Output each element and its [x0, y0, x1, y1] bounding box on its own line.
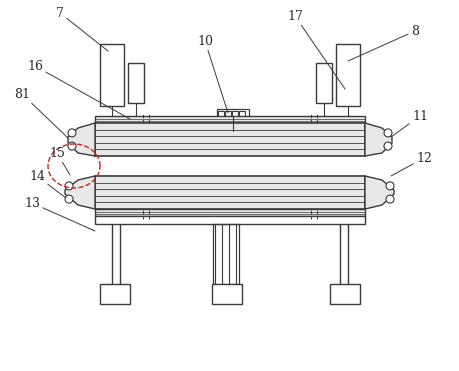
- Text: 10: 10: [196, 35, 228, 113]
- Bar: [335, 44, 359, 106]
- Bar: [315, 63, 331, 103]
- Circle shape: [385, 195, 393, 203]
- Bar: [100, 284, 130, 304]
- Bar: [95, 209, 364, 216]
- Text: 7: 7: [56, 7, 108, 51]
- Circle shape: [385, 182, 393, 190]
- Bar: [231, 111, 237, 129]
- Bar: [218, 111, 224, 129]
- Polygon shape: [68, 123, 95, 156]
- Text: 16: 16: [27, 59, 130, 119]
- Bar: [100, 44, 124, 106]
- Polygon shape: [364, 176, 393, 209]
- Circle shape: [383, 129, 391, 137]
- Bar: [95, 176, 364, 209]
- Bar: [128, 63, 144, 103]
- Text: 8: 8: [347, 24, 418, 61]
- Bar: [239, 111, 245, 129]
- Circle shape: [383, 142, 391, 150]
- Polygon shape: [364, 123, 391, 156]
- Text: 17: 17: [286, 10, 344, 89]
- Text: 81: 81: [14, 88, 68, 138]
- Text: 15: 15: [49, 147, 70, 175]
- Bar: [95, 116, 364, 123]
- Polygon shape: [65, 176, 95, 209]
- Bar: [212, 284, 241, 304]
- Bar: [95, 216, 364, 224]
- Circle shape: [68, 142, 76, 150]
- Text: 12: 12: [390, 151, 431, 176]
- Bar: [95, 123, 364, 156]
- Bar: [213, 224, 239, 284]
- Text: 13: 13: [24, 197, 95, 231]
- Circle shape: [68, 129, 76, 137]
- Circle shape: [65, 182, 73, 190]
- Bar: [329, 284, 359, 304]
- Bar: [224, 111, 230, 129]
- Text: 11: 11: [390, 109, 427, 137]
- Bar: [217, 109, 248, 131]
- Circle shape: [65, 195, 73, 203]
- Text: 14: 14: [29, 170, 66, 198]
